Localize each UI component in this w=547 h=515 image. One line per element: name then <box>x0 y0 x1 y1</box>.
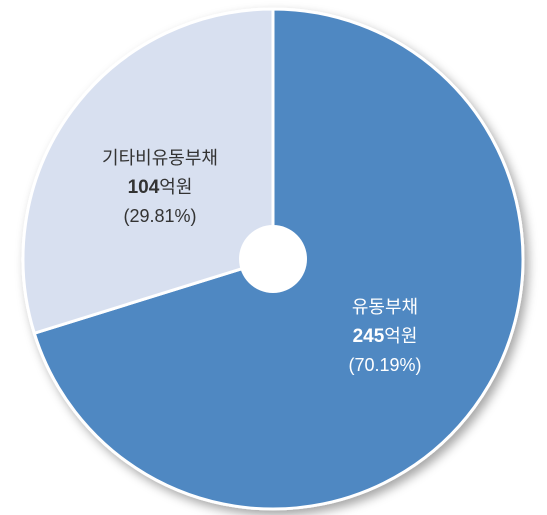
slice-percent-label: (29.81%) <box>123 206 196 226</box>
slice-name-label: 기타비유동부채 <box>102 148 218 168</box>
slice-percent-label: (70.19%) <box>348 355 421 375</box>
donut-hole <box>239 225 307 293</box>
slice-value-number: 104 <box>128 177 160 198</box>
slice-name-label: 유동부채 <box>352 297 418 317</box>
pie-slice <box>21 7 275 336</box>
slice-value-label: 104억원 <box>128 177 193 198</box>
slice-value-label: 245억원 <box>353 326 418 347</box>
slice-value-unit: 억원 <box>159 177 192 197</box>
slice-value-unit: 억원 <box>384 326 417 346</box>
slice-value-number: 245 <box>353 326 385 347</box>
